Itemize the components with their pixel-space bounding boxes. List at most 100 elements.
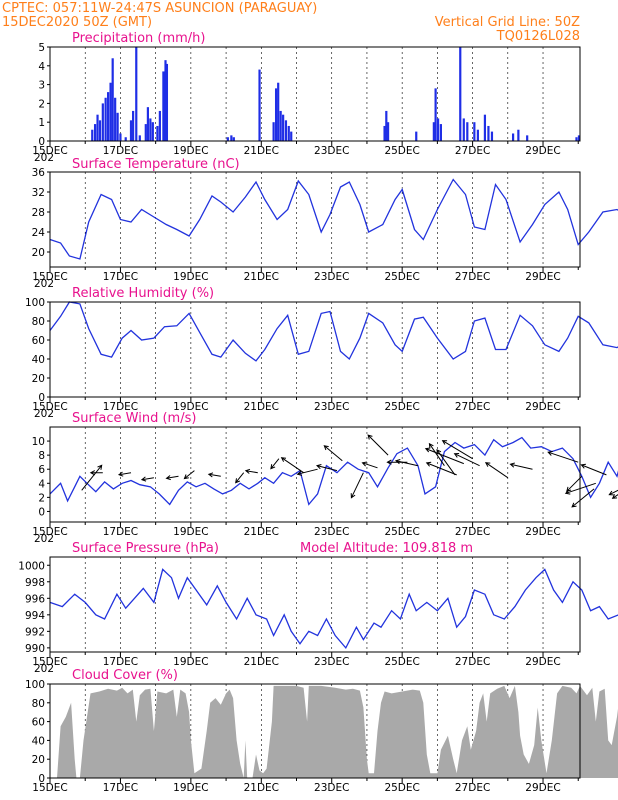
y-tick-label: 28 bbox=[32, 207, 45, 219]
precip-bar bbox=[138, 135, 141, 141]
precip-bar bbox=[462, 118, 465, 141]
precip-bar bbox=[149, 118, 152, 141]
precip-bar bbox=[284, 120, 288, 141]
y-tick-label: 992 bbox=[25, 626, 45, 638]
precip-bar bbox=[135, 47, 138, 141]
header-date: 15DEC2020 50Z (GMT) bbox=[2, 15, 152, 30]
precip-bar bbox=[473, 122, 476, 141]
precip-bar bbox=[156, 125, 159, 141]
x-tick-label: 19DEC bbox=[173, 526, 208, 538]
y-tick-label: 100 bbox=[25, 679, 45, 691]
x-tick-label: 21DEC bbox=[244, 271, 279, 283]
wind-vector-arrow bbox=[117, 471, 132, 477]
panel-title: Precipitation (mm/h) bbox=[72, 31, 205, 46]
wind-vector-arrow bbox=[425, 461, 457, 476]
x-tick-label: 23DEC bbox=[314, 271, 349, 283]
y-tick-label: 0 bbox=[38, 392, 45, 404]
x-tick-label: 21DEC bbox=[244, 526, 279, 538]
y-tick-label: 20 bbox=[32, 373, 45, 385]
x-tick-label: 21DEC bbox=[244, 782, 279, 794]
precip-bar bbox=[116, 112, 119, 141]
wind-vector-arrow bbox=[608, 489, 618, 496]
precip-bar bbox=[98, 120, 102, 141]
wind-vector-arrow bbox=[441, 440, 473, 460]
x-tick-label: 29DEC bbox=[525, 526, 560, 538]
x-tick-label: 19DEC bbox=[173, 145, 208, 157]
precip-bar bbox=[272, 122, 275, 141]
precip-bar bbox=[490, 131, 494, 141]
precip-bar bbox=[436, 118, 440, 141]
header-model: TQ0126L028 bbox=[496, 29, 580, 44]
wind-vector-arrow bbox=[140, 476, 154, 482]
precip-bar bbox=[146, 107, 150, 141]
y-tick-label: 4 bbox=[38, 478, 45, 490]
x-tick-label: 29DEC bbox=[525, 145, 560, 157]
wind-vector-arrow bbox=[315, 464, 338, 472]
x-tick-label: 25DEC bbox=[384, 401, 419, 413]
x-tick-label: 23DEC bbox=[314, 526, 349, 538]
x-tick-label: 17DEC bbox=[103, 782, 138, 794]
x-tick-label: 15DEC bbox=[32, 656, 67, 668]
x-tick-label: 25DEC bbox=[384, 782, 419, 794]
precip-bar bbox=[114, 97, 117, 141]
x-tick-label: 17DEC bbox=[103, 656, 138, 668]
x-tick-label: 25DEC bbox=[384, 145, 419, 157]
panel-4: 990 992 994 996 998 1000 15DEC 17DEC 19DEC 21DEC 2… bbox=[18, 541, 618, 675]
y-tick-label: 100 bbox=[25, 297, 45, 309]
plot-frame bbox=[49, 556, 581, 653]
wind-vector-arrow bbox=[183, 470, 195, 480]
precip-bar bbox=[158, 110, 161, 141]
wind-vector-arrow bbox=[564, 482, 596, 495]
precip-bar bbox=[132, 110, 135, 141]
precip-bar bbox=[511, 133, 515, 141]
x-tick-label: 17DEC bbox=[103, 271, 138, 283]
wind-vector-arrow bbox=[165, 475, 179, 481]
y-tick-label: 80 bbox=[32, 316, 45, 328]
panel-title: Surface Pressure (hPa) bbox=[72, 541, 219, 556]
wind-vector-arrow bbox=[571, 488, 595, 508]
x-tick-label: 25DEC bbox=[384, 271, 419, 283]
y-tick-label: 20 bbox=[32, 247, 45, 259]
wind-vector-arrow bbox=[428, 442, 445, 466]
wind-vector-arrow bbox=[244, 468, 258, 474]
y-tick-label: 994 bbox=[25, 610, 45, 622]
precip-bar bbox=[290, 131, 293, 141]
x-tick-label: 19DEC bbox=[173, 271, 208, 283]
x-tick-label: 27DEC bbox=[455, 526, 490, 538]
x-tick-label: 17DEC bbox=[103, 526, 138, 538]
precip-bar bbox=[96, 114, 99, 141]
y-tick-label: 36 bbox=[32, 167, 46, 179]
precip-bar bbox=[109, 82, 112, 141]
precip-bar bbox=[483, 114, 487, 141]
wind-vector-arrow bbox=[89, 470, 103, 476]
x-tick-label: 29DEC bbox=[525, 656, 560, 668]
x-tick-label: 21DEC bbox=[244, 401, 279, 413]
x-tick-label: 23DEC bbox=[314, 656, 349, 668]
precip-bar bbox=[385, 110, 388, 141]
x-tick-label: 29DEC bbox=[525, 401, 560, 413]
precip-bar bbox=[226, 137, 229, 141]
precip-bar bbox=[119, 133, 122, 141]
y-tick-label: 2 bbox=[38, 98, 45, 110]
plot-frame bbox=[49, 46, 581, 142]
y-tick-label: 990 bbox=[25, 643, 45, 655]
y-tick-label: 6 bbox=[38, 464, 45, 476]
precip-bar bbox=[162, 71, 165, 141]
header-grid-line: Vertical Grid Line: 50Z bbox=[435, 15, 580, 30]
panel-2: 0 20 40 60 80 100 15DEC 17DEC 19DEC 21DEC 23DEC 25D… bbox=[25, 286, 618, 420]
wind-vector-arrow bbox=[509, 462, 533, 470]
wind-vector-arrow bbox=[81, 464, 103, 491]
x-tick-label: 27DEC bbox=[455, 401, 490, 413]
precip-bar bbox=[107, 92, 110, 141]
precip-bar bbox=[111, 58, 114, 141]
y-tick-label: 1 bbox=[38, 117, 45, 129]
y-tick-label: 40 bbox=[32, 354, 45, 366]
panel-1: 20 24 28 32 36 15DEC 17DEC 19DEC 21DEC 23DEC 25DEC… bbox=[32, 157, 618, 290]
precip-bar bbox=[282, 114, 285, 141]
precip-bar bbox=[277, 82, 280, 141]
x-tick-label: 29DEC bbox=[525, 782, 560, 794]
precip-bar bbox=[151, 122, 154, 141]
x-tick-label: 23DEC bbox=[314, 782, 349, 794]
precip-bar bbox=[91, 129, 94, 141]
panel-annotation: Model Altitude: 109.818 m bbox=[300, 541, 473, 556]
